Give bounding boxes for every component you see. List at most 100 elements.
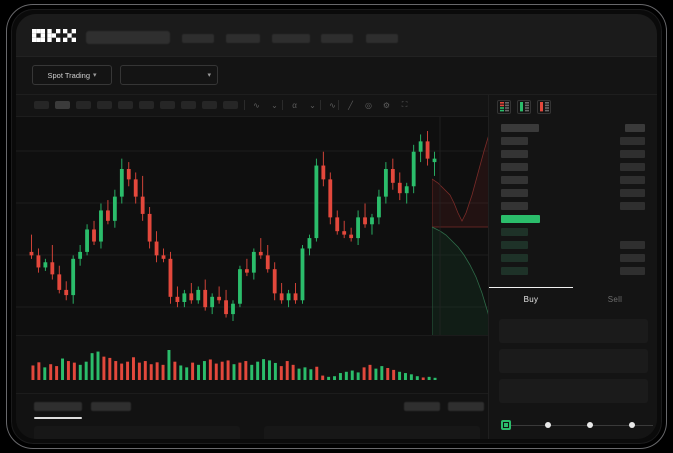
volume-bar	[315, 366, 319, 380]
candle-body	[231, 303, 235, 315]
orders-tab-2[interactable]	[91, 402, 131, 411]
volume-bar	[262, 359, 266, 380]
pair-select-dropdown[interactable]: ▾	[120, 65, 218, 85]
candle-body	[196, 289, 201, 301]
search-input[interactable]	[86, 31, 170, 44]
slider-step-0[interactable]	[501, 420, 511, 430]
candlestick-chart[interactable]	[16, 117, 488, 335]
amount-percent-slider[interactable]	[501, 420, 653, 430]
dropdown-icon[interactable]: ⌄	[309, 100, 316, 110]
trading-mode-select[interactable]: Spot Trading ▾	[32, 65, 112, 85]
timeframe-pill-3[interactable]	[76, 101, 91, 109]
volume-bar	[250, 364, 254, 380]
settings-icon[interactable]: ⚙	[382, 100, 391, 110]
slider-step-3[interactable]	[629, 422, 635, 428]
slider-step-2[interactable]	[587, 422, 593, 428]
candle-body	[126, 169, 131, 180]
ob-amount-cell	[620, 267, 645, 275]
order-book-last-price-row[interactable]	[489, 212, 657, 225]
ob-view-asks-toggle[interactable]	[537, 100, 551, 114]
volume-bar	[226, 360, 230, 380]
compare-icon[interactable]: ⌄	[271, 100, 278, 110]
nav-item-1[interactable]	[182, 34, 214, 43]
fullscreen-icon[interactable]: ⛶	[401, 100, 408, 109]
order-book-bid-row[interactable]	[489, 238, 657, 251]
orders-tab-active-underline	[34, 417, 82, 419]
order-book-bid-row[interactable]	[489, 251, 657, 264]
order-book-ask-row[interactable]	[489, 160, 657, 173]
timeframe-pill-4[interactable]	[97, 101, 112, 109]
measure-icon[interactable]: ╱	[348, 100, 353, 110]
ob-price-cell	[501, 254, 528, 262]
volume-bar	[415, 376, 419, 380]
volume-bar	[433, 377, 437, 380]
okx-logo[interactable]	[32, 29, 76, 42]
candle-body	[203, 289, 208, 308]
volume-bar	[202, 361, 206, 380]
tab-sell[interactable]: Sell	[573, 287, 657, 311]
order-book-ask-row[interactable]	[489, 173, 657, 186]
amount-field[interactable]	[499, 349, 648, 373]
slider-step-1[interactable]	[545, 422, 551, 428]
order-book-ask-row[interactable]	[489, 134, 657, 147]
timeframe-pill-1[interactable]	[34, 101, 49, 109]
ob-amount-cell	[620, 150, 645, 158]
ob-view-bids-toggle[interactable]	[517, 100, 531, 114]
volume-bar	[120, 363, 124, 380]
price-field[interactable]	[499, 319, 648, 343]
volume-bar	[61, 358, 64, 380]
tab-buy-label: Buy	[523, 295, 539, 304]
timeframe-pill-10[interactable]	[223, 101, 238, 109]
total-field[interactable]	[499, 379, 648, 403]
order-book-bid-row[interactable]	[489, 264, 657, 277]
timeframe-pill-7[interactable]	[160, 101, 175, 109]
candlestick-chart-svg	[16, 131, 488, 321]
candle-body	[390, 169, 395, 183]
camera-icon[interactable]: ◎	[365, 100, 372, 110]
alert-icon[interactable]: α	[292, 100, 297, 110]
candle-body	[279, 293, 284, 301]
nav-item-5[interactable]	[366, 34, 398, 43]
orders-panel	[16, 393, 488, 439]
ob-view-both-toggle[interactable]	[497, 100, 511, 114]
volume-bar	[338, 373, 342, 380]
nav-item-3[interactable]	[272, 34, 310, 43]
order-book-bid-row[interactable]	[489, 225, 657, 238]
timeframe-pill-5[interactable]	[118, 101, 133, 109]
order-book-ask-row[interactable]	[489, 147, 657, 160]
ob-price-cell	[501, 228, 528, 236]
volume-histogram[interactable]	[16, 335, 488, 393]
volume-bar	[232, 364, 236, 380]
volume-bar	[179, 365, 183, 380]
order-book-rows	[489, 121, 657, 277]
timeframe-pill-9[interactable]	[202, 101, 217, 109]
ob-price-cell	[501, 215, 540, 223]
candle-body	[265, 255, 270, 270]
candle-body	[133, 179, 138, 197]
order-book-ask-row[interactable]	[489, 199, 657, 212]
order-book-header-row[interactable]	[489, 121, 657, 134]
nav-item-2[interactable]	[226, 34, 260, 43]
timeframe-pill-6[interactable]	[139, 101, 154, 109]
volume-bar	[126, 361, 130, 380]
bottom-action-1[interactable]	[404, 402, 440, 411]
tab-buy[interactable]: Buy	[489, 287, 573, 311]
nav-item-4[interactable]	[321, 34, 353, 43]
line-chart-icon[interactable]: ∿	[329, 100, 336, 110]
volume-bar	[327, 376, 331, 380]
volume-bar	[374, 368, 378, 380]
orderbook-asks-icon	[539, 102, 549, 112]
candle-body	[43, 262, 48, 268]
candle-body	[99, 210, 103, 242]
timeframe-pill-2[interactable]	[55, 101, 70, 109]
candle-body	[383, 169, 388, 197]
order-book-ask-row[interactable]	[489, 186, 657, 199]
tab-sell-label: Sell	[607, 295, 623, 304]
timeframe-pill-8[interactable]	[181, 101, 196, 109]
volume-bar	[191, 362, 195, 380]
bottom-action-2[interactable]	[448, 402, 484, 411]
indicator-icon[interactable]: ∿	[253, 100, 260, 110]
orders-tab-1[interactable]	[34, 402, 82, 411]
ob-amount-cell	[620, 163, 645, 171]
ob-price-cell	[501, 137, 528, 145]
